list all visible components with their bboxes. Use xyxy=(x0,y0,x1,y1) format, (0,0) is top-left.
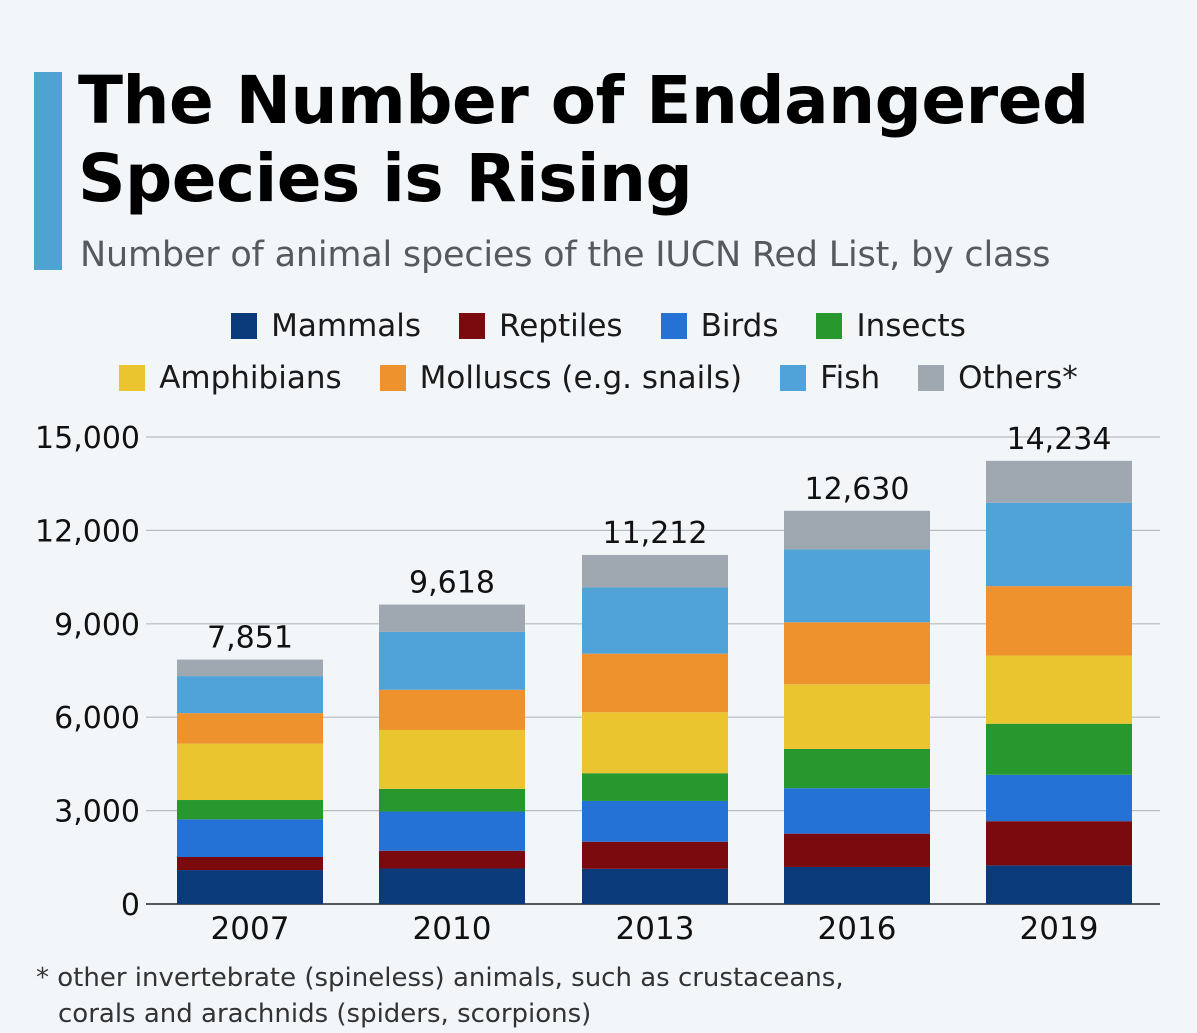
bar-total-label: 14,234 xyxy=(1007,422,1112,457)
x-tick-label: 2016 xyxy=(818,911,897,947)
bar-segment-mammals-2013 xyxy=(582,868,728,904)
bar-segment-molluscs-e-g-snails-2010 xyxy=(379,689,525,730)
bar-segment-birds-2013 xyxy=(582,800,728,842)
bar-segment-reptiles-2013 xyxy=(582,841,728,869)
bar-segment-fish-2010 xyxy=(379,631,525,690)
bar-segment-mammals-2016 xyxy=(784,866,930,904)
bar-segment-amphibians-2010 xyxy=(379,729,525,789)
bar-segment-fish-2016 xyxy=(784,549,930,623)
bar-segment-insects-2016 xyxy=(784,748,930,789)
bar-segment-amphibians-2019 xyxy=(986,655,1132,724)
legend-label-fish: Fish xyxy=(820,360,881,396)
bar-segment-reptiles-2007 xyxy=(177,856,323,871)
bar-segment-others-2016 xyxy=(784,510,930,550)
bar-segment-molluscs-e-g-snails-2016 xyxy=(784,622,930,685)
bar-segment-fish-2007 xyxy=(177,676,323,714)
bar-segment-birds-2016 xyxy=(784,788,930,834)
y-tick-label: 0 xyxy=(121,888,140,923)
legend-label-others: Others* xyxy=(958,360,1078,396)
x-tick-label: 2007 xyxy=(211,911,290,947)
legend-row-1: Mammals Reptiles Birds Insects xyxy=(0,304,1197,348)
bar-segment-insects-2010 xyxy=(379,788,525,812)
legend-row-2: Amphibians Molluscs (e.g. snails) Fish O… xyxy=(0,356,1197,400)
bar-segment-others-2019 xyxy=(986,460,1132,503)
bar-segment-fish-2019 xyxy=(986,502,1132,587)
legend-swatch-insects xyxy=(816,313,843,339)
bar-segment-reptiles-2016 xyxy=(784,833,930,867)
legend-swatch-fish xyxy=(780,365,807,391)
bar-segment-fish-2013 xyxy=(582,587,728,654)
y-tick-label: 9,000 xyxy=(54,608,140,643)
bar-segment-molluscs-e-g-snails-2007 xyxy=(177,713,323,744)
chart-subtitle: Number of animal species of the IUCN Red… xyxy=(80,235,1051,275)
bar-segment-others-2013 xyxy=(582,554,728,588)
y-tick-label: 3,000 xyxy=(54,795,140,830)
bar-segment-reptiles-2019 xyxy=(986,821,1132,866)
legend-swatch-birds xyxy=(660,313,687,339)
bar-segment-amphibians-2013 xyxy=(582,712,728,774)
legend-swatch-reptiles xyxy=(459,313,486,339)
legend-item-mammals: Mammals xyxy=(231,308,421,344)
legend-item-amphibians: Amphibians xyxy=(119,360,342,396)
bar-total-label: 9,618 xyxy=(409,566,495,601)
bar-segment-birds-2010 xyxy=(379,811,525,851)
legend-label-birds: Birds xyxy=(700,308,779,344)
bar-segment-others-2007 xyxy=(177,659,323,677)
chart-title: The Number of Endangered Species is Risi… xyxy=(78,62,1089,217)
legend-item-molluscs: Molluscs (e.g. snails) xyxy=(379,360,743,396)
bar-total-label: 12,630 xyxy=(805,472,910,507)
bar-segment-insects-2007 xyxy=(177,800,323,820)
legend-swatch-amphibians xyxy=(119,365,146,391)
bar-segment-insects-2013 xyxy=(582,773,728,801)
bar-segment-amphibians-2007 xyxy=(177,743,323,801)
bar-segment-insects-2019 xyxy=(986,723,1132,775)
bar-segment-molluscs-e-g-snails-2013 xyxy=(582,653,728,713)
bar-segment-birds-2019 xyxy=(986,774,1132,822)
legend-label-reptiles: Reptiles xyxy=(499,308,623,344)
x-tick-label: 2013 xyxy=(616,911,695,947)
legend-swatch-others xyxy=(918,365,945,391)
stacked-bar-chart: 0 3,000 6,000 9,000 12,000 15,000 7,851 2007 9,6… xyxy=(35,421,1160,947)
bar-segment-amphibians-2016 xyxy=(784,684,930,749)
bar-segment-birds-2007 xyxy=(177,819,323,857)
y-tick-label: 6,000 xyxy=(54,701,140,736)
legend-label-amphibians: Amphibians xyxy=(159,360,342,396)
bar-segment-molluscs-e-g-snails-2019 xyxy=(986,586,1132,656)
y-tick-label: 15,000 xyxy=(35,421,140,456)
bar-segment-others-2010 xyxy=(379,604,525,632)
legend-item-birds: Birds xyxy=(660,308,779,344)
bar-segment-reptiles-2010 xyxy=(379,850,525,869)
bar-segment-mammals-2010 xyxy=(379,868,525,904)
legend-label-molluscs: Molluscs (e.g. snails) xyxy=(419,360,743,396)
x-tick-label: 2019 xyxy=(1020,911,1099,947)
title-accent-bar xyxy=(34,72,62,270)
legend-swatch-mammals xyxy=(231,313,258,339)
y-tick-label: 12,000 xyxy=(35,514,140,549)
legend-label-insects: Insects xyxy=(856,308,966,344)
bar-segment-mammals-2007 xyxy=(177,870,323,904)
legend-item-insects: Insects xyxy=(816,308,966,344)
footnote: * other invertebrate (spineless) animals… xyxy=(36,963,844,1029)
legend-label-mammals: Mammals xyxy=(271,308,422,344)
x-tick-label: 2010 xyxy=(413,911,492,947)
legend-item-fish: Fish xyxy=(780,360,880,396)
legend-item-reptiles: Reptiles xyxy=(459,308,623,344)
bar-segment-mammals-2019 xyxy=(986,865,1132,904)
bar-total-label: 11,212 xyxy=(603,516,708,551)
legend-item-others: Others* xyxy=(918,360,1078,396)
bar-total-label: 7,851 xyxy=(207,621,293,656)
legend-swatch-molluscs xyxy=(379,365,406,391)
